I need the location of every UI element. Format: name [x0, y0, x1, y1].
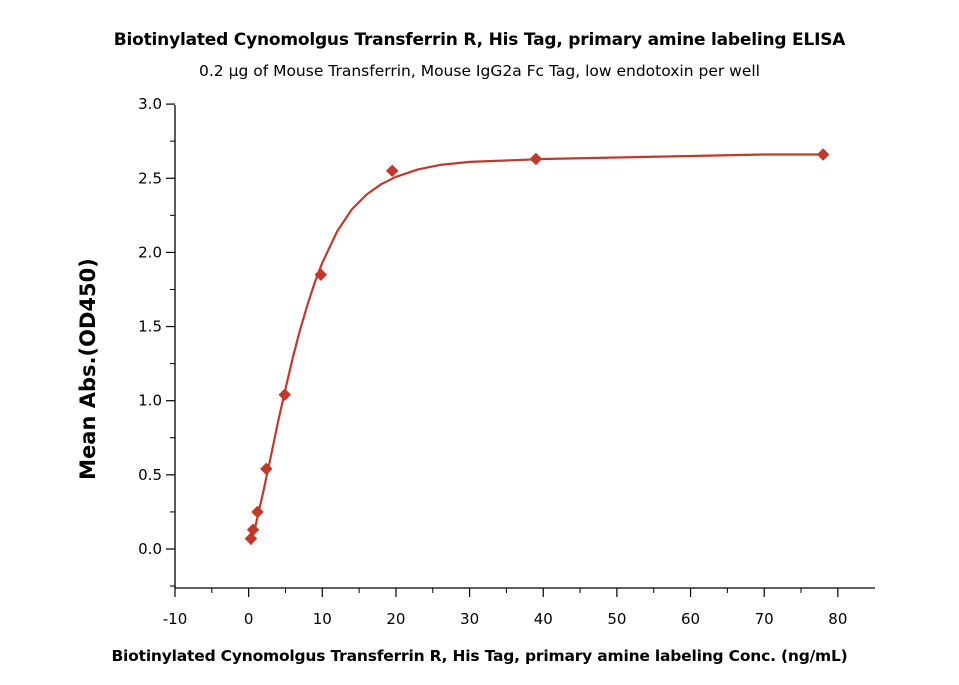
- axes: 0.0 0.5 1.0 1.5 2.0 2.5 3.0 -10 0 10 20 30 40 50 60 70 8…: [138, 95, 875, 628]
- y-tick-label: 3.0: [138, 95, 162, 113]
- x-tick-label: 50: [607, 610, 626, 628]
- y-tick-label: 0.0: [138, 540, 162, 558]
- chart-title: Biotinylated Cynomolgus Transferrin R, H…: [113, 30, 846, 50]
- x-tick-label: 10: [313, 610, 332, 628]
- y-tick-label: 2.5: [138, 169, 162, 187]
- x-axis-label: Biotinylated Cynomolgus Transferrin R, H…: [111, 647, 848, 665]
- x-tick-label: 60: [681, 610, 700, 628]
- fit-curve-group: [249, 153, 824, 545]
- x-tick-label: 0: [244, 610, 254, 628]
- y-tick-label: 1.5: [138, 318, 162, 336]
- x-tick-label: 70: [755, 610, 774, 628]
- data-point: [314, 268, 328, 281]
- data-point: [246, 523, 260, 537]
- data-point: [259, 462, 273, 476]
- data-point: [251, 505, 264, 519]
- data-points-group: [244, 148, 830, 545]
- x-tick-label: 20: [386, 610, 405, 628]
- y-tick-label: 2.0: [138, 243, 162, 261]
- data-point: [244, 532, 258, 545]
- data-point: [278, 388, 292, 402]
- x-tick-label: -10: [163, 610, 188, 628]
- chart-subtitle: 0.2 µg of Mouse Transferrin, Mouse IgG2a…: [199, 62, 760, 80]
- x-tick-label: 80: [828, 610, 847, 628]
- y-tick-label: 1.0: [138, 392, 162, 410]
- y-tick-label: 0.5: [138, 466, 162, 484]
- data-point: [816, 148, 830, 161]
- fit-curve-line: [249, 153, 824, 545]
- x-tick-label: 30: [460, 610, 479, 628]
- data-point: [385, 164, 399, 178]
- x-tick-label: 40: [534, 610, 553, 628]
- data-point: [529, 152, 543, 166]
